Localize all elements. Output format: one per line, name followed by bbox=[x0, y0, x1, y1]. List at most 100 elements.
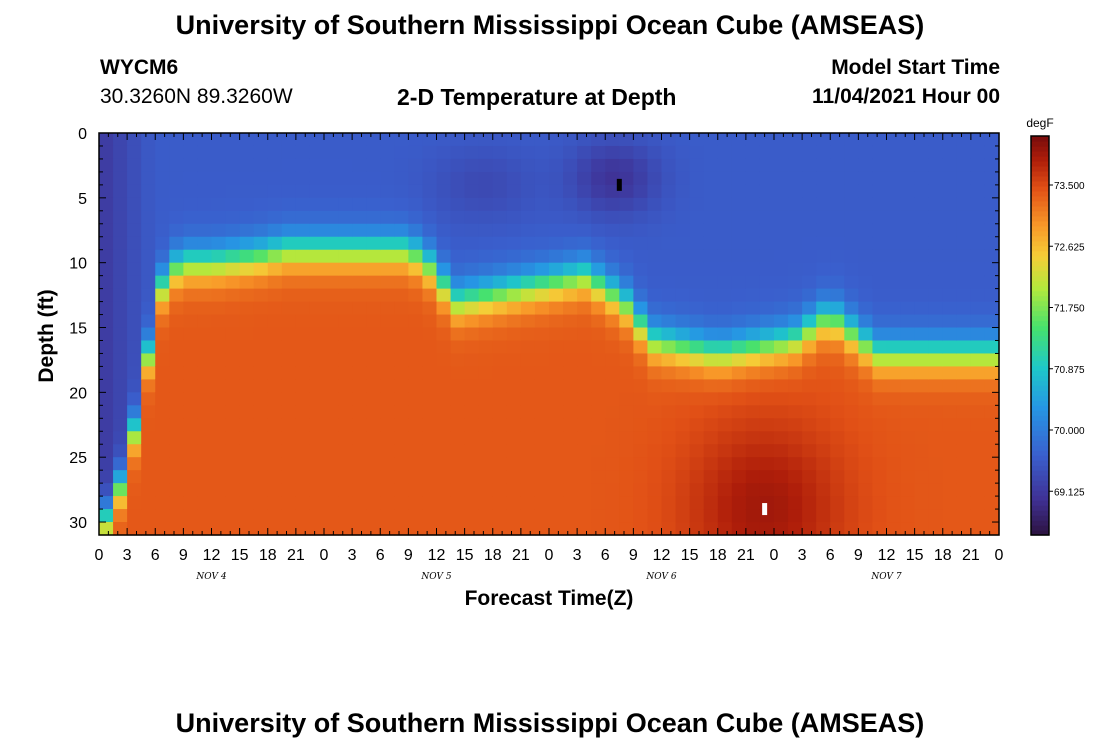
heatmap-cell bbox=[506, 483, 522, 497]
heatmap-cell bbox=[731, 171, 747, 186]
heatmap-cell bbox=[338, 431, 353, 445]
heatmap-cell bbox=[422, 249, 438, 264]
heatmap-cell bbox=[408, 444, 424, 458]
heatmap-cell bbox=[338, 210, 353, 225]
heatmap-cell bbox=[155, 483, 170, 497]
heatmap-cell bbox=[281, 327, 297, 342]
heatmap-cell bbox=[267, 210, 283, 225]
heatmap-cell bbox=[633, 171, 649, 186]
colorbar-segment bbox=[1031, 405, 1049, 411]
heatmap-cell bbox=[619, 314, 634, 329]
heatmap-cell bbox=[295, 210, 311, 225]
heatmap-cell bbox=[619, 327, 634, 342]
heatmap-cell bbox=[900, 262, 916, 277]
heatmap-cell bbox=[745, 340, 761, 355]
heatmap-cell bbox=[436, 444, 452, 458]
heatmap-cell bbox=[225, 340, 241, 355]
heatmap-cell bbox=[745, 496, 761, 510]
heatmap-cell bbox=[633, 353, 649, 368]
heatmap-cell bbox=[422, 301, 438, 316]
colorbar-segment bbox=[1031, 305, 1049, 312]
heatmap-cell bbox=[309, 327, 325, 342]
heatmap-cell bbox=[352, 431, 367, 445]
colorbar-segment bbox=[1031, 440, 1049, 446]
heatmap-cell bbox=[605, 366, 620, 380]
heatmap-cell bbox=[281, 431, 297, 445]
heatmap-cell bbox=[872, 210, 888, 225]
heatmap-cell bbox=[619, 184, 634, 199]
heatmap-cell bbox=[169, 288, 184, 303]
heatmap-cell bbox=[563, 275, 578, 290]
heatmap-cell bbox=[281, 314, 297, 329]
heatmap-cell bbox=[689, 223, 705, 238]
heatmap-cell bbox=[366, 133, 381, 147]
heatmap-cell bbox=[197, 288, 213, 303]
heatmap-cell bbox=[914, 262, 930, 277]
heatmap-cell bbox=[197, 184, 213, 199]
heatmap-cell bbox=[619, 262, 634, 277]
heatmap-cell bbox=[788, 483, 803, 497]
heatmap-cell bbox=[661, 353, 677, 368]
heatmap-cell bbox=[633, 366, 649, 380]
heatmap-cell bbox=[225, 223, 241, 238]
heatmap-cell bbox=[492, 314, 508, 329]
heatmap-cell bbox=[478, 431, 494, 445]
heatmap-cell bbox=[380, 171, 395, 186]
heatmap-cell bbox=[295, 262, 311, 277]
colorbar-segment bbox=[1031, 165, 1049, 172]
heatmap-cell bbox=[605, 262, 620, 277]
heatmap-cell bbox=[619, 145, 634, 160]
heatmap-cell bbox=[183, 327, 199, 342]
heatmap-cell bbox=[872, 197, 888, 212]
heatmap-cell bbox=[534, 133, 550, 147]
heatmap-cell bbox=[661, 249, 677, 264]
heatmap-cell bbox=[549, 314, 564, 329]
heatmap-cell bbox=[99, 184, 114, 199]
heatmap-cell bbox=[436, 314, 452, 329]
colorbar-tick-label: 71.750 bbox=[1054, 304, 1085, 315]
heatmap-cell bbox=[99, 418, 114, 432]
heatmap-cell bbox=[942, 171, 958, 186]
heatmap-cell bbox=[127, 275, 142, 290]
heatmap-cell bbox=[338, 509, 353, 523]
heatmap-cell bbox=[436, 184, 452, 199]
heatmap-cell bbox=[774, 314, 789, 329]
heatmap-cell bbox=[450, 418, 466, 432]
heatmap-cell bbox=[633, 431, 649, 445]
heatmap-cell bbox=[759, 353, 775, 368]
heatmap-cell bbox=[408, 327, 424, 342]
heatmap-cell bbox=[830, 133, 845, 147]
heatmap-cell bbox=[366, 314, 381, 329]
heatmap-cell bbox=[352, 133, 367, 147]
heatmap-cell bbox=[436, 509, 452, 523]
heatmap-cell bbox=[436, 353, 452, 368]
heatmap-cell bbox=[366, 145, 381, 160]
heatmap-cell bbox=[169, 249, 184, 264]
heatmap-cell bbox=[408, 171, 424, 186]
heatmap-cell bbox=[689, 275, 705, 290]
heatmap-cell bbox=[309, 171, 325, 186]
heatmap-cell bbox=[830, 405, 845, 419]
heatmap-cell bbox=[127, 392, 142, 406]
heatmap-cell bbox=[183, 223, 199, 238]
heatmap-cell bbox=[506, 262, 522, 277]
heatmap-cell bbox=[661, 405, 677, 419]
heatmap-cell bbox=[759, 418, 775, 432]
heatmap-cell bbox=[225, 145, 241, 160]
heatmap-cell bbox=[436, 431, 452, 445]
heatmap-cell bbox=[309, 522, 325, 536]
heatmap-cell bbox=[113, 133, 128, 147]
y-axis-label: Depth (ft) bbox=[35, 289, 58, 382]
heatmap-cell bbox=[281, 379, 297, 393]
heatmap-cell bbox=[183, 509, 199, 523]
heatmap-cell bbox=[239, 262, 255, 277]
heatmap-cell bbox=[324, 431, 339, 445]
heatmap-cell bbox=[703, 301, 719, 316]
heatmap-cell bbox=[225, 483, 241, 497]
heatmap-cell bbox=[380, 210, 395, 225]
heatmap-cell bbox=[731, 223, 747, 238]
heatmap-cell bbox=[830, 158, 845, 173]
heatmap-cell bbox=[619, 158, 634, 173]
heatmap-cell bbox=[127, 379, 142, 393]
heatmap-cell bbox=[816, 145, 831, 160]
